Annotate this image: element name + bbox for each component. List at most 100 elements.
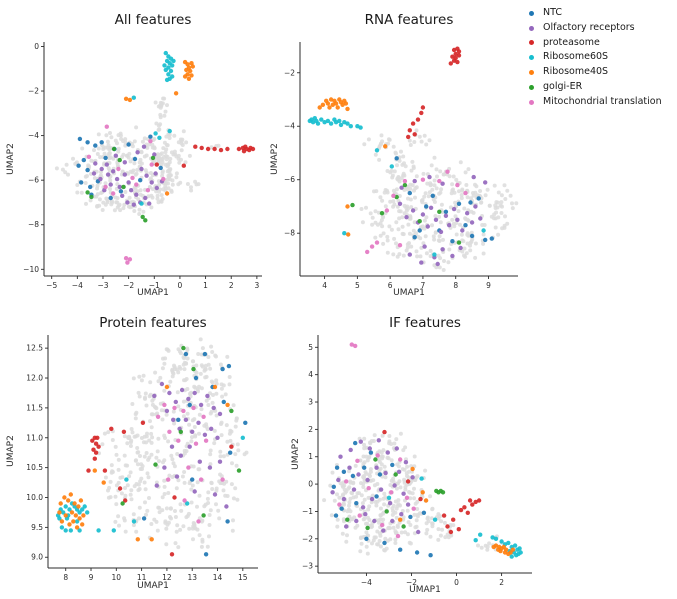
data-point (147, 201, 152, 206)
data-point (328, 121, 334, 126)
data-point (344, 479, 349, 484)
background-point (178, 527, 183, 532)
background-point (390, 512, 395, 517)
background-point (135, 446, 140, 450)
data-point (331, 484, 336, 489)
series-golgi-er (120, 345, 242, 518)
data-point (164, 384, 170, 390)
x-tick-label: 14 (213, 573, 223, 582)
background-point (389, 458, 394, 463)
background-point (189, 188, 194, 193)
data-point (198, 477, 204, 482)
data-point (122, 172, 128, 177)
legend: NTC Olfactory receptors proteasome Ribosome… (527, 6, 662, 110)
data-point (437, 178, 442, 184)
background-point (412, 140, 417, 144)
series-ntc (76, 134, 163, 201)
data-point (186, 465, 191, 470)
data-point (489, 236, 494, 241)
background-point (165, 103, 169, 108)
background-point (223, 493, 228, 498)
background-point (207, 523, 212, 527)
data-point (428, 553, 433, 558)
data-point (121, 429, 127, 434)
background-point (211, 393, 215, 397)
background-point (414, 249, 419, 254)
data-point (342, 231, 347, 236)
data-point (77, 516, 82, 521)
background-point (481, 241, 486, 246)
background-point (340, 531, 345, 536)
background-point (443, 535, 448, 540)
data-point (228, 450, 233, 455)
x-tick-label: 2 (499, 578, 504, 587)
background-point (97, 197, 102, 202)
data-point (374, 240, 380, 245)
background-point (206, 362, 211, 367)
data-point (179, 387, 185, 393)
background-point (176, 182, 181, 187)
background-point (167, 160, 172, 165)
data-point (174, 474, 180, 479)
background-point (231, 403, 236, 408)
background-point (408, 186, 413, 191)
background-point (101, 145, 106, 150)
data-point (396, 469, 402, 474)
background-point (428, 254, 433, 259)
background-point (381, 241, 386, 246)
background-point (102, 431, 107, 436)
background-point (103, 475, 108, 480)
data-point (376, 438, 381, 443)
background-point (380, 433, 385, 438)
background-point (64, 162, 69, 167)
data-point (114, 176, 120, 182)
background-point (89, 158, 94, 163)
background-point (137, 374, 142, 379)
background-point (123, 463, 128, 468)
background-point (183, 378, 188, 383)
data-point (88, 184, 93, 190)
background-point (157, 182, 162, 187)
background-point (115, 200, 120, 205)
background-point (332, 498, 337, 503)
background-point (351, 495, 356, 500)
background-point (362, 142, 367, 147)
background-point (359, 481, 363, 486)
background-point (493, 206, 498, 210)
background-point (176, 478, 181, 483)
background-point (131, 523, 136, 528)
background-point (191, 464, 196, 469)
background-point (164, 542, 169, 547)
background-point (179, 148, 184, 153)
background-point (437, 191, 442, 196)
data-point (108, 195, 113, 201)
data-point (134, 182, 139, 187)
data-point (420, 177, 426, 182)
background-point (187, 153, 192, 158)
background-point (450, 182, 455, 187)
background-point (414, 518, 419, 523)
background-point (366, 507, 371, 512)
background-point (167, 132, 172, 137)
background-point (394, 151, 398, 156)
y-tick-label: −8 (284, 229, 295, 238)
background-point (408, 143, 413, 147)
legend-item-ribosome40s: Ribosome40S (527, 65, 662, 80)
data-point (357, 513, 362, 518)
x-tick-label: 0 (454, 578, 459, 587)
background-point (432, 178, 437, 183)
background-point (440, 527, 445, 532)
background-point (195, 504, 199, 509)
series-proteasome (406, 46, 462, 140)
background-point (383, 475, 388, 480)
background-point (419, 245, 424, 250)
background-point (364, 454, 369, 459)
data-point (196, 420, 201, 425)
background-point (510, 206, 515, 211)
data-point (172, 495, 177, 500)
background-point (189, 500, 194, 505)
background-point (173, 367, 177, 372)
background-point (388, 483, 393, 487)
background-point (407, 231, 412, 236)
background-point (340, 483, 345, 488)
